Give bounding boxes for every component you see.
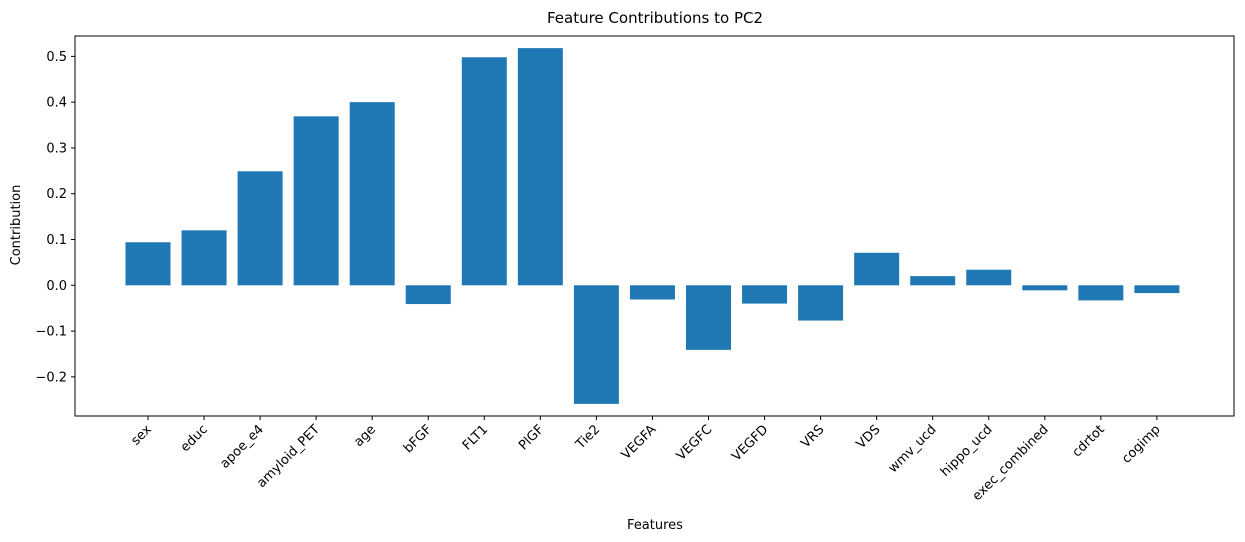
y-tick-label: 0.1 [46,233,67,248]
bar-bFGF [405,285,451,305]
bar-sex [125,242,171,286]
bar-VDS [854,252,900,286]
bar-age [349,102,395,286]
bar-FLT1 [461,57,507,286]
bar-hippo_ucd [966,269,1012,286]
bar-PlGF [517,48,563,286]
x-axis-title: Features [627,518,683,533]
bar-VEGFA [629,285,675,300]
y-tick-label: 0.5 [46,50,67,65]
y-tick-label: 0.2 [46,187,67,202]
bar-VEGFC [686,285,731,350]
y-axis-title: Contribution [9,185,24,266]
bar-educ [181,230,227,286]
bar-VRS [798,285,844,321]
y-tick-label: 0.4 [46,96,67,111]
bar-exec_combined [1022,285,1068,291]
y-tick-label: 0.0 [46,279,67,294]
y-tick-label: 0.3 [46,141,67,156]
y-tick-label: −0.2 [35,370,67,385]
plot-frame [74,35,1235,417]
bar-amyloid_PET [293,116,339,286]
bar-apoe_e4 [237,171,283,286]
bar-wmv_ucd [910,276,956,286]
bar-cogimp [1134,285,1180,294]
bar-cdrtot [1078,285,1124,301]
bar-VEGFD [742,285,788,304]
y-tick-label: −0.1 [35,325,67,340]
chart-title: Feature Contributions to PC2 [547,9,763,27]
bar-Tie2 [573,285,619,404]
